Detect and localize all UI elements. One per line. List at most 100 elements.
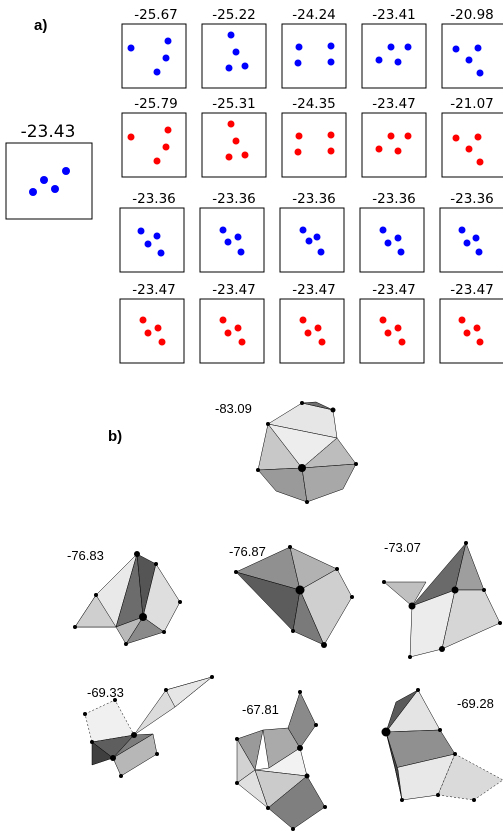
cell-box — [359, 207, 425, 273]
cell-dot — [475, 248, 483, 256]
cell-dot — [394, 234, 402, 242]
reference-dot — [62, 167, 70, 175]
cell-energy: -23.36 — [372, 191, 416, 207]
cell-dot — [327, 131, 335, 139]
grid-row-3: -23.36 -23.36 -23.36 — [119, 191, 503, 273]
cell-dot — [317, 248, 325, 256]
cell-dot — [162, 54, 170, 62]
polytope-energy: -67.81 — [242, 702, 279, 717]
cell-dot — [397, 248, 405, 256]
cell-dot — [394, 324, 402, 332]
polytope-energy: -69.33 — [87, 685, 124, 700]
cell-dot — [144, 329, 152, 337]
cell-dots — [225, 120, 249, 161]
cell-energy: -23.47 — [292, 282, 336, 298]
panel-b: b) -83.09 -76.83 — [67, 401, 503, 831]
cell-dot — [139, 316, 147, 324]
cell-dot — [452, 45, 460, 53]
cell-dot — [387, 132, 395, 140]
polytope: -83.09 — [215, 401, 358, 504]
cell-dot — [153, 232, 161, 240]
cell-energy: -23.36 — [450, 191, 494, 207]
polytope-energy: -73.07 — [384, 540, 421, 555]
cell-dot — [162, 143, 170, 151]
cell-dots — [299, 316, 326, 346]
grid-row-1: -25.67 -25.22 -24.24 — [121, 7, 503, 89]
cell-dot — [474, 133, 482, 141]
cell-dot — [241, 62, 249, 70]
cell-dots — [294, 42, 335, 67]
cell-dot — [394, 58, 402, 66]
cell-box — [439, 207, 503, 273]
cell-dot — [463, 329, 471, 337]
cell-energy: -23.47 — [372, 282, 416, 298]
cell-dot — [379, 316, 387, 324]
cell-dot — [327, 147, 335, 155]
polytope: -69.33 — [83, 675, 214, 778]
cell-dots — [127, 37, 172, 76]
panel-a-label: a) — [34, 17, 47, 34]
cell-box — [441, 112, 503, 178]
cell-dot — [379, 226, 387, 234]
cell-dot — [458, 226, 466, 234]
cell-dots — [375, 43, 412, 66]
cell-dot — [384, 239, 392, 247]
cell-box — [199, 207, 265, 273]
cell-dot — [318, 338, 326, 346]
cell-dots — [137, 227, 165, 257]
polytope: -73.07 — [382, 540, 502, 659]
cell-dot — [465, 56, 473, 64]
grid-row-4: -23.47 -23.47 -23.47 — [119, 282, 503, 364]
cell-box — [279, 298, 345, 364]
cell-energy: -21.07 — [450, 96, 494, 112]
grid-row-2: -25.79 -25.31 -24.35 — [121, 96, 503, 178]
cell-dot — [224, 329, 232, 337]
cell-box — [441, 23, 503, 89]
polytope-energy: -76.83 — [67, 548, 104, 563]
cell-dots — [452, 44, 484, 77]
cell-box — [281, 23, 347, 89]
cell-dots — [127, 126, 172, 165]
cell-energy: -23.41 — [372, 7, 416, 23]
cell-dot — [295, 43, 303, 51]
polytope-energy: -76.87 — [229, 544, 266, 559]
cell-dot — [304, 329, 312, 337]
cell-box — [439, 298, 503, 364]
cell-dot — [398, 338, 406, 346]
cell-dot — [476, 69, 484, 77]
cell-dots — [375, 132, 412, 155]
cell-energy: -24.24 — [292, 7, 336, 23]
cell-dot — [153, 68, 161, 76]
cell-energy: -25.31 — [212, 96, 256, 112]
cell-energy: -24.35 — [292, 96, 336, 112]
cell-dot — [375, 56, 383, 64]
cell-dot — [314, 324, 322, 332]
cell-dot — [224, 238, 232, 246]
cell-energy: -23.47 — [372, 96, 416, 112]
cell-dot — [227, 120, 235, 128]
cell-dot — [225, 64, 233, 72]
cell-dot — [476, 338, 484, 346]
cell-dot — [474, 44, 482, 52]
cell-dot — [299, 316, 307, 324]
cell-energy: -25.79 — [134, 96, 178, 112]
cell-dot — [394, 147, 402, 155]
cell-dots — [458, 226, 483, 256]
polytope: -67.81 — [235, 690, 327, 831]
panel-b-label: b) — [108, 428, 122, 445]
cell-dot — [219, 316, 227, 324]
cell-dot — [234, 233, 242, 241]
cell-dot — [164, 126, 172, 134]
cell-energy: -25.22 — [212, 7, 256, 23]
cell-box — [359, 298, 425, 364]
cell-dot — [327, 58, 335, 66]
cell-dot — [463, 239, 471, 247]
cell-dot — [225, 153, 233, 161]
reference-dots — [29, 167, 70, 196]
cell-box — [119, 207, 185, 273]
polytope: -76.83 — [67, 548, 182, 646]
cell-energy: -25.67 — [134, 7, 178, 23]
cell-dots — [299, 226, 325, 256]
cell-dot — [238, 338, 246, 346]
cell-dot — [234, 324, 242, 332]
